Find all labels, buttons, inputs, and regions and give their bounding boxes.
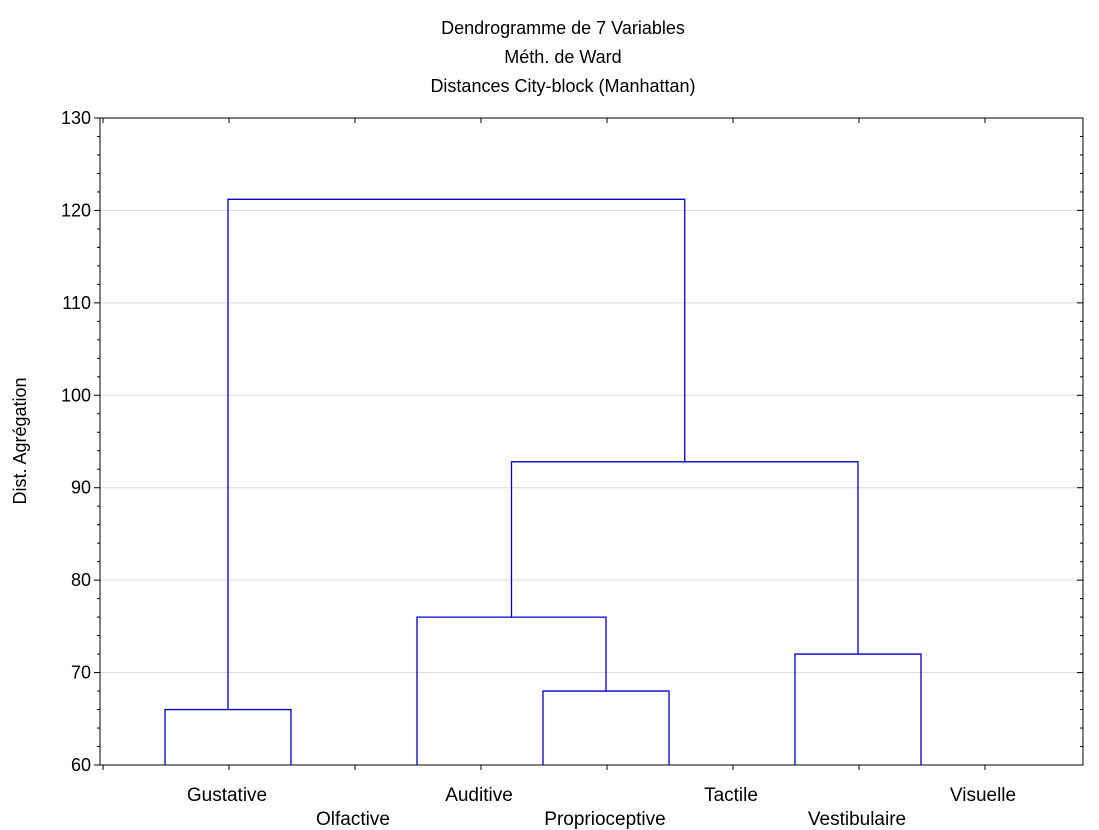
leaf-label: Olfactive	[316, 809, 390, 830]
merge-link	[542, 690, 670, 765]
y-tick-label: 80	[71, 570, 91, 590]
merge-link	[164, 708, 292, 765]
y-axis-title: Dist. Agrégation	[10, 377, 30, 504]
plot-frame	[99, 117, 1084, 766]
merge-link	[227, 198, 686, 710]
dendrogram-links	[164, 198, 922, 765]
merge-link	[794, 653, 922, 765]
y-tick-label: 110	[62, 293, 91, 313]
y-tick-label: 100	[61, 385, 91, 405]
chart-title: Dendrogramme de 7 Variables Méth. de War…	[430, 18, 695, 96]
title-line-3: Distances City-block (Manhattan)	[430, 76, 695, 96]
grid-lines	[100, 209, 1083, 674]
y-axis: 60 70 80 90 100 110 120 130	[61, 108, 1083, 775]
leaf-label: Tactile	[704, 785, 758, 806]
leaf-label: Visuelle	[950, 785, 1016, 806]
y-tick-label: 90	[71, 478, 91, 498]
merge-link	[510, 461, 859, 655]
x-axis	[102, 118, 986, 770]
leaf-label: Gustative	[187, 785, 267, 806]
leaf-labels: Gustative Olfactive Auditive Proprioceptive…	[187, 785, 1016, 830]
title-line-1: Dendrogramme de 7 Variables	[441, 18, 685, 38]
y-tick-label: 120	[61, 200, 91, 220]
leaf-label: Proprioceptive	[544, 809, 665, 830]
y-tick-label: 130	[61, 108, 91, 128]
leaf-label: Auditive	[445, 785, 513, 806]
leaf-label: Vestibulaire	[808, 809, 906, 830]
y-tick-label: 60	[71, 755, 91, 775]
y-tick-label: 70	[71, 663, 91, 683]
title-line-2: Méth. de Ward	[504, 47, 621, 67]
